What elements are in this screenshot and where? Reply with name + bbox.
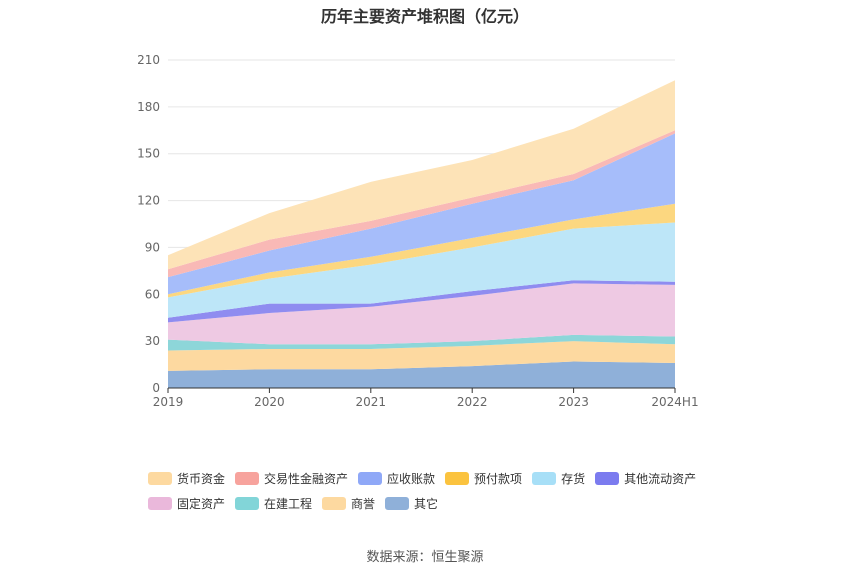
area-series-5 (168, 222, 675, 318)
area-series-9 (168, 80, 675, 270)
legend-label: 其他流动资产 (624, 472, 697, 486)
legend-item[interactable]: 固定资产 (148, 495, 225, 511)
y-tick-label: 210 (137, 53, 160, 67)
legend-label: 其它 (414, 496, 439, 511)
x-tick-label: 2023 (558, 395, 589, 409)
area-series-8 (168, 130, 675, 278)
legend-label: 交易性金融资产 (264, 472, 349, 486)
legend: 货币资金 交易性金融资产 应收账款 预付款项 存货 其他流动资产固定资产 在建工程 商誉 其它 (148, 470, 728, 519)
x-tick-label: 2019 (153, 395, 184, 409)
legend-item[interactable]: 交易性金融资产 (235, 471, 348, 487)
legend-label: 商誉 (351, 496, 376, 511)
y-tick-label: 150 (137, 147, 160, 161)
area-series-1 (168, 341, 675, 371)
legend-item[interactable]: 货币资金 (148, 471, 225, 487)
legend-item[interactable]: 应收账款 (358, 471, 435, 487)
legend-item[interactable]: 其他流动资产 (595, 471, 696, 487)
legend-swatch (385, 496, 410, 510)
legend-label: 在建工程 (264, 496, 313, 511)
area-series-0 (168, 361, 675, 388)
y-tick-label: 90 (145, 240, 160, 254)
area-series-4 (168, 280, 675, 323)
legend-swatch (532, 472, 557, 485)
legend-swatch (148, 472, 172, 485)
legend-swatch (148, 496, 172, 510)
legend-item[interactable]: 商誉 (322, 495, 375, 511)
area-series-2 (168, 334, 675, 351)
source-note: 数据来源：恒生聚源 (366, 550, 484, 565)
x-tick-label: 2021 (356, 395, 387, 409)
y-tick-label: 30 (145, 334, 160, 348)
legend-swatch (358, 472, 383, 485)
legend-swatch (235, 472, 260, 485)
axis-layer: 0 30 60 90 120 150 180 210 2019 2020 2021 2022 2023 2… (137, 53, 699, 409)
legend-swatch (322, 496, 347, 510)
legend-item[interactable]: 预付款项 (445, 471, 522, 487)
legend-item[interactable]: 其它 (385, 495, 438, 511)
chart-title: 历年主要资产堆积图（亿元） (320, 7, 529, 26)
legend-item[interactable]: 存货 (532, 471, 585, 487)
y-tick-label: 0 (152, 381, 160, 395)
legend-label: 存货 (561, 472, 586, 486)
legend-swatch (235, 496, 260, 510)
area-series-6 (168, 203, 675, 298)
legend-swatch (445, 472, 470, 485)
area-series-7 (168, 133, 675, 295)
x-tick-label: 2022 (457, 395, 488, 409)
y-tick-label: 180 (137, 100, 160, 114)
legend-label: 应收账款 (387, 472, 436, 486)
x-tick-label: 2020 (254, 395, 285, 409)
y-tick-label: 120 (137, 194, 160, 208)
legend-item[interactable]: 在建工程 (235, 495, 312, 511)
legend-label: 预付款项 (474, 472, 523, 486)
stacked-area-chart: 0 30 60 90 120 150 180 210 2019 2020 2021 2022 2023 2… (137, 53, 699, 409)
x-tick-label: 2024H1 (651, 395, 698, 409)
area-series-3 (168, 283, 675, 345)
area-layer (168, 80, 675, 388)
legend-swatch (595, 472, 620, 485)
legend-label: 固定资产 (177, 496, 226, 511)
legend-label: 货币资金 (177, 472, 226, 486)
y-tick-label: 60 (145, 287, 160, 301)
